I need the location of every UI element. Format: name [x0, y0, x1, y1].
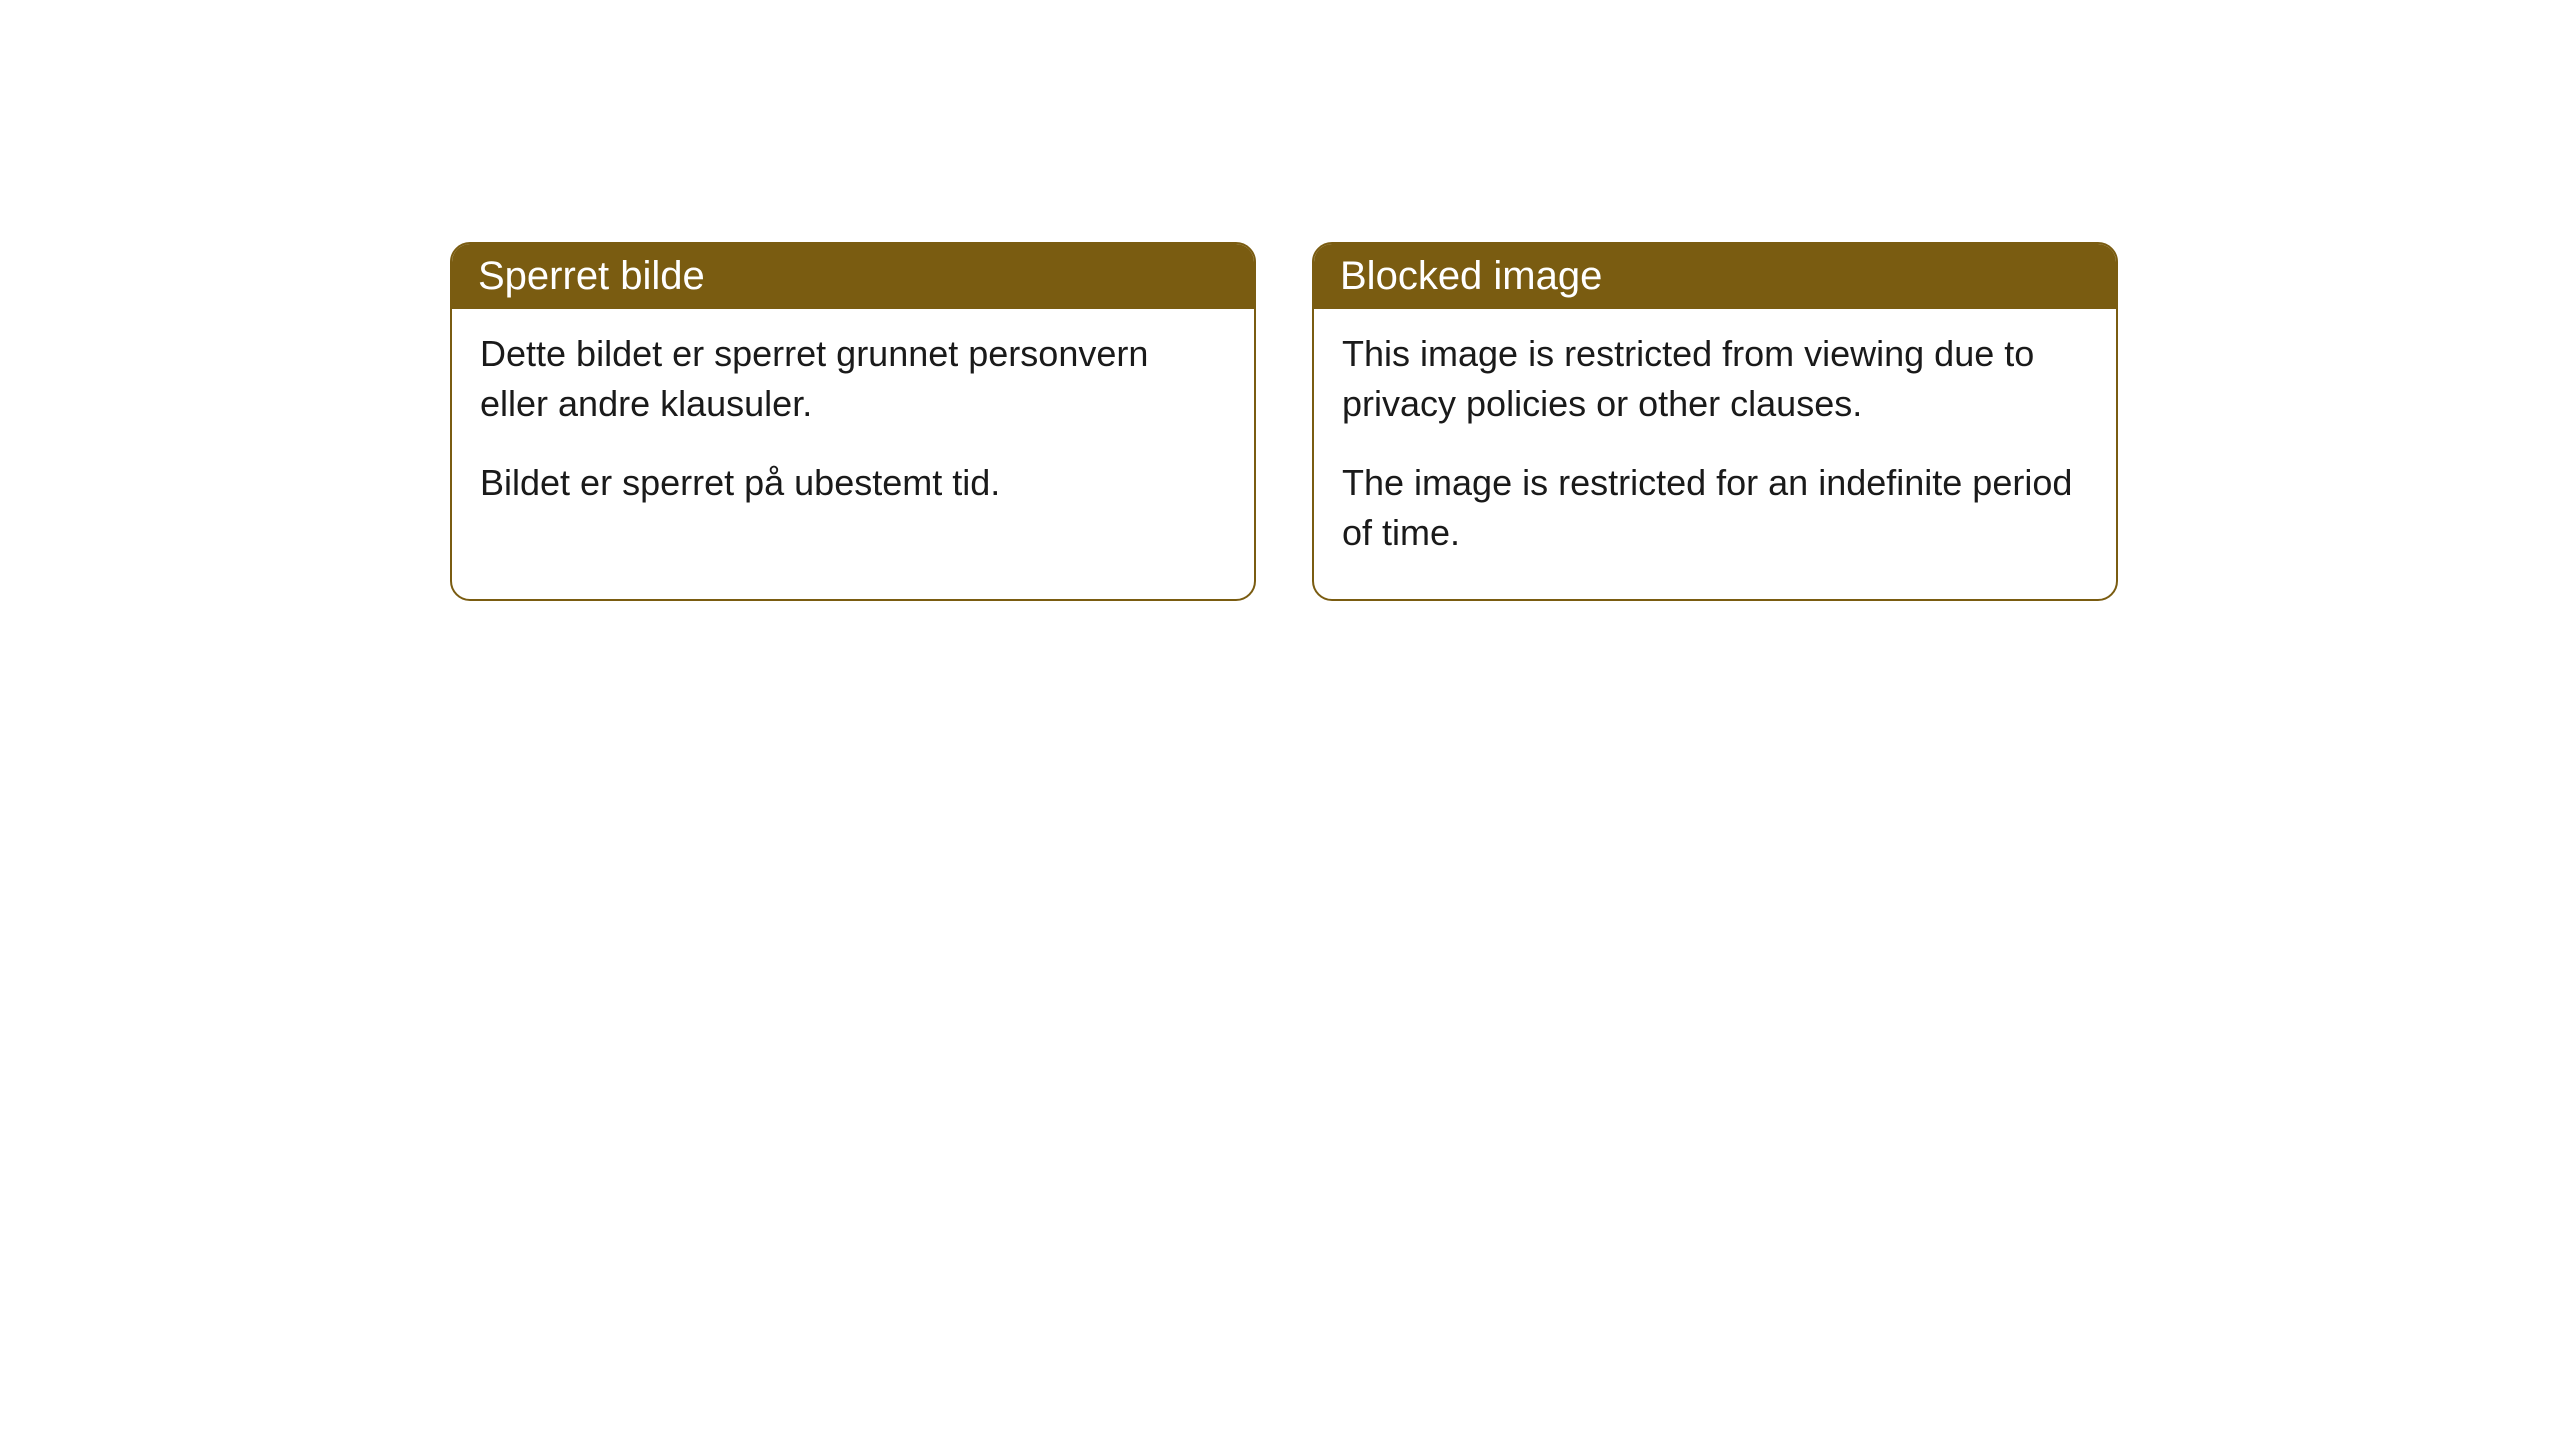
card-header-norwegian: Sperret bilde: [452, 244, 1254, 309]
card-paragraph: The image is restricted for an indefinit…: [1342, 458, 2088, 559]
card-paragraph: This image is restricted from viewing du…: [1342, 329, 2088, 430]
notice-card-norwegian: Sperret bilde Dette bildet er sperret gr…: [450, 242, 1256, 601]
notice-card-english: Blocked image This image is restricted f…: [1312, 242, 2118, 601]
card-paragraph: Dette bildet er sperret grunnet personve…: [480, 329, 1226, 430]
card-body-english: This image is restricted from viewing du…: [1314, 309, 2116, 599]
notice-container: Sperret bilde Dette bildet er sperret gr…: [450, 242, 2118, 601]
card-title: Sperret bilde: [478, 254, 705, 298]
card-header-english: Blocked image: [1314, 244, 2116, 309]
card-title: Blocked image: [1340, 254, 1602, 298]
card-body-norwegian: Dette bildet er sperret grunnet personve…: [452, 309, 1254, 548]
card-paragraph: Bildet er sperret på ubestemt tid.: [480, 458, 1226, 508]
